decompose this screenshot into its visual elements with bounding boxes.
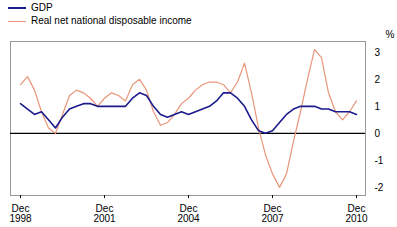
svg-text:%: % (386, 29, 395, 40)
svg-text:Dec2007: Dec2007 (261, 203, 284, 224)
svg-text:-2: -2 (375, 182, 384, 193)
svg-text:Dec1998: Dec1998 (9, 203, 32, 224)
svg-text:Dec2010: Dec2010 (345, 203, 368, 224)
svg-text:2: 2 (375, 74, 381, 85)
svg-text:Dec2004: Dec2004 (177, 203, 200, 224)
svg-text:0: 0 (375, 128, 381, 139)
html-text:GDP: GDP (31, 2, 53, 13)
svg-text:1: 1 (375, 101, 381, 112)
svg-text:3: 3 (375, 47, 381, 58)
svg-text:-1: -1 (375, 155, 384, 166)
svg-text:Dec2001: Dec2001 (93, 203, 116, 224)
html-text:Real net national disposable i: Real net national disposable income (31, 15, 192, 26)
